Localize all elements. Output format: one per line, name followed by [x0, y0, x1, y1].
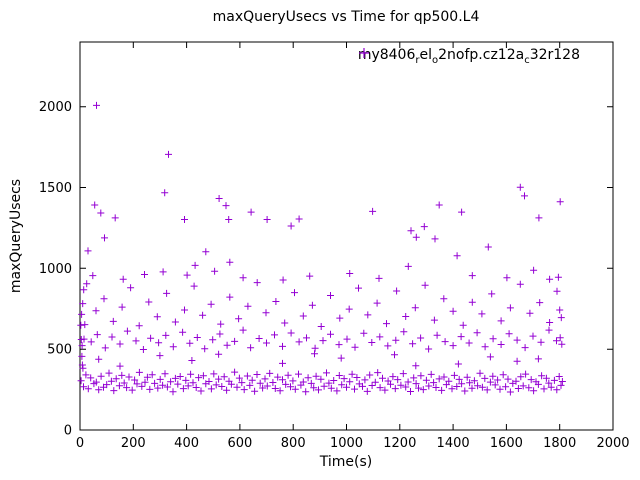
y-tick-label: 1000 [39, 262, 72, 277]
y-tick-label: 1500 [39, 181, 72, 196]
scatter-points [77, 101, 566, 396]
chart-title: maxQueryUsecs vs Time for qp500.L4 [213, 9, 480, 25]
x-tick-label: 2000 [596, 436, 629, 451]
x-tick-label: 600 [227, 436, 252, 451]
x-tick-label: 1200 [383, 436, 416, 451]
legend-marker-icon [358, 48, 369, 58]
axis-ticks [79, 42, 614, 431]
x-axis-label: Time(s) [319, 454, 372, 470]
x-tick-label: 200 [121, 436, 146, 451]
y-tick-label: 500 [47, 343, 72, 358]
x-tick-label: 800 [281, 436, 306, 451]
legend-series-label: my8406relo2nofp.cz12ac32r128 [357, 47, 580, 66]
y-tick-label: 2000 [39, 100, 72, 115]
x-tick-label: 1800 [543, 436, 576, 451]
y-tick-label: 0 [64, 424, 72, 439]
y-axis-label: maxQueryUsecs [8, 179, 24, 293]
x-tick-label: 400 [174, 436, 199, 451]
x-tick-label: 1000 [330, 436, 363, 451]
plot-border [79, 41, 614, 431]
x-tick-label: 1600 [490, 436, 523, 451]
x-tick-label: 1400 [437, 436, 470, 451]
x-tick-label: 0 [76, 436, 84, 451]
legend: my8406relo2nofp.cz12ac32r128 [357, 47, 580, 66]
